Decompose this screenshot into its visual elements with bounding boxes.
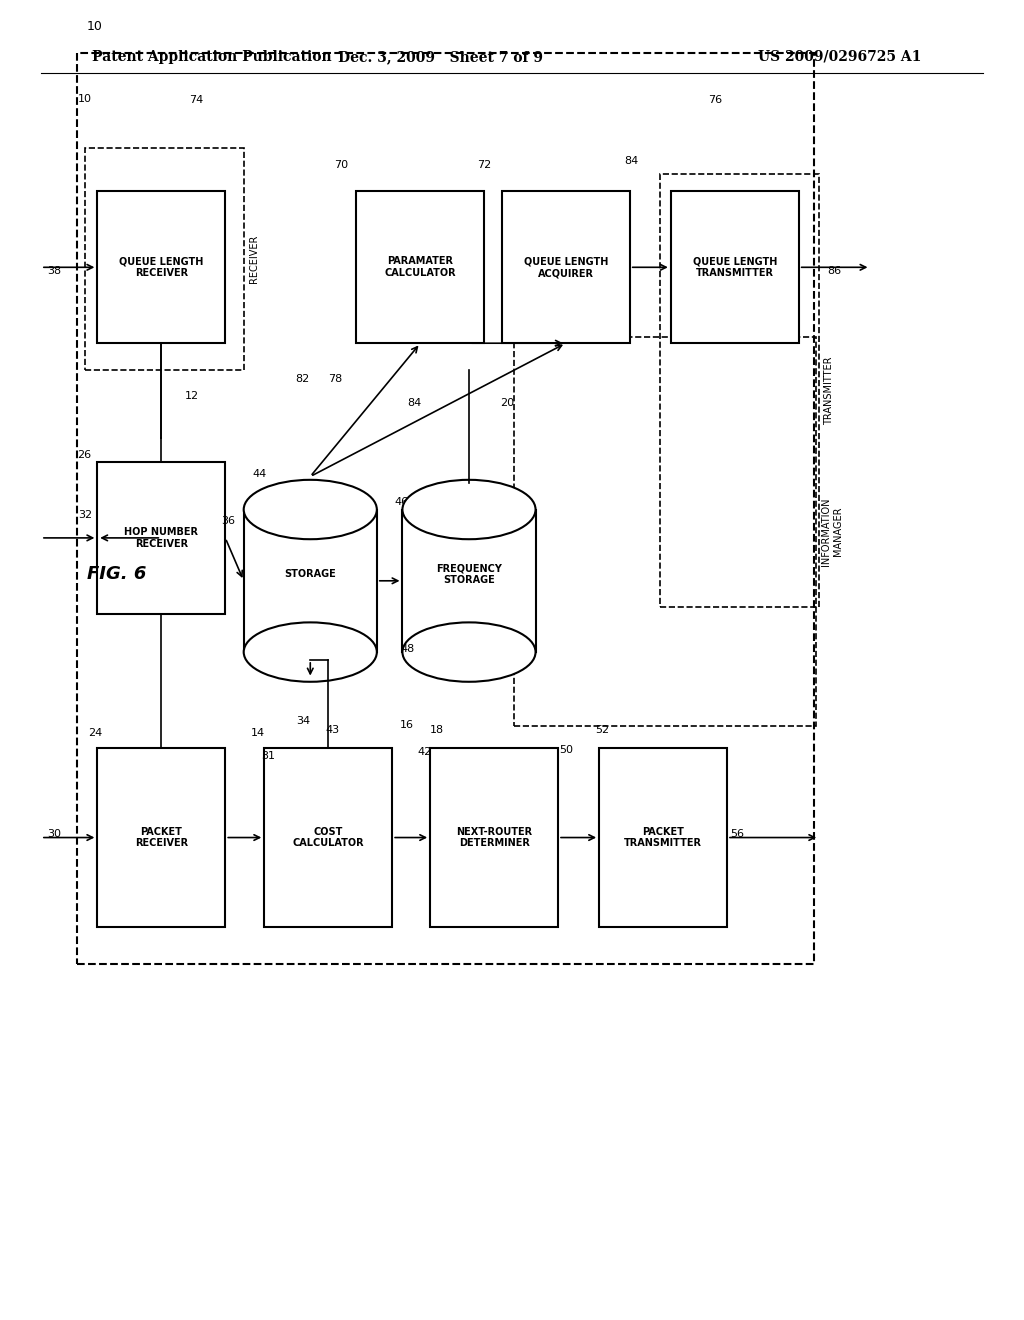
Text: 84: 84	[408, 397, 422, 408]
Text: PACKET
TRANSMITTER: PACKET TRANSMITTER	[624, 826, 702, 849]
Text: 74: 74	[189, 95, 204, 106]
Text: 18: 18	[430, 725, 444, 735]
Text: 50: 50	[559, 744, 573, 755]
FancyBboxPatch shape	[430, 748, 558, 927]
FancyBboxPatch shape	[502, 191, 630, 343]
FancyBboxPatch shape	[264, 748, 392, 927]
Text: 72: 72	[477, 160, 492, 170]
Text: 86: 86	[827, 265, 842, 276]
Ellipse shape	[244, 479, 377, 539]
Text: 48: 48	[400, 644, 415, 655]
FancyBboxPatch shape	[97, 748, 225, 927]
Ellipse shape	[402, 623, 536, 682]
Text: 24: 24	[88, 727, 102, 738]
Text: 82: 82	[295, 374, 309, 384]
Text: INFORMATION
MANAGER: INFORMATION MANAGER	[821, 498, 843, 565]
Text: STORAGE: STORAGE	[285, 569, 336, 579]
Text: HOP NUMBER
RECEIVER: HOP NUMBER RECEIVER	[124, 527, 199, 549]
Text: 70: 70	[334, 160, 348, 170]
FancyBboxPatch shape	[599, 748, 727, 927]
Text: 16: 16	[399, 719, 414, 730]
Bar	[244, 510, 377, 652]
Text: 43: 43	[326, 725, 340, 735]
Text: FREQUENCY
STORAGE: FREQUENCY STORAGE	[436, 564, 502, 585]
Text: 76: 76	[708, 95, 722, 106]
Text: 78: 78	[328, 374, 342, 384]
Text: 42: 42	[418, 747, 432, 758]
Ellipse shape	[402, 479, 536, 539]
Text: Dec. 3, 2009   Sheet 7 of 9: Dec. 3, 2009 Sheet 7 of 9	[338, 50, 543, 63]
Text: 30: 30	[47, 829, 61, 840]
Text: QUEUE LENGTH
TRANSMITTER: QUEUE LENGTH TRANSMITTER	[692, 256, 777, 279]
FancyBboxPatch shape	[97, 191, 225, 343]
Text: 44: 44	[252, 469, 266, 479]
Text: 34: 34	[296, 715, 310, 726]
Text: 36: 36	[221, 516, 236, 527]
Text: 52: 52	[595, 725, 609, 735]
Text: 12: 12	[184, 391, 199, 401]
Text: 26: 26	[77, 450, 91, 461]
Text: 20: 20	[500, 397, 514, 408]
Text: PACKET
RECEIVER: PACKET RECEIVER	[135, 826, 187, 849]
Text: 84: 84	[625, 156, 639, 166]
Bar	[402, 510, 536, 652]
Text: 56: 56	[730, 829, 744, 840]
Text: QUEUE LENGTH
RECEIVER: QUEUE LENGTH RECEIVER	[119, 256, 204, 279]
Text: FIG. 6: FIG. 6	[87, 565, 146, 583]
Text: US 2009/0296725 A1: US 2009/0296725 A1	[758, 50, 922, 63]
Text: 14: 14	[251, 727, 265, 738]
Text: 46: 46	[394, 496, 409, 507]
Text: RECEIVER: RECEIVER	[249, 235, 259, 282]
FancyBboxPatch shape	[356, 191, 484, 343]
Text: 10: 10	[78, 94, 92, 104]
FancyBboxPatch shape	[97, 462, 225, 614]
Text: Patent Application Publication: Patent Application Publication	[92, 50, 332, 63]
Text: PARAMATER
CALCULATOR: PARAMATER CALCULATOR	[385, 256, 456, 279]
Text: QUEUE LENGTH
ACQUIRER: QUEUE LENGTH ACQUIRER	[523, 256, 608, 279]
Text: COST
CALCULATOR: COST CALCULATOR	[293, 826, 364, 849]
Text: TRANSMITTER: TRANSMITTER	[824, 356, 835, 425]
Text: NEXT-ROUTER
DETERMINER: NEXT-ROUTER DETERMINER	[456, 826, 532, 849]
Text: 32: 32	[78, 510, 92, 520]
Ellipse shape	[244, 623, 377, 682]
Text: 31: 31	[261, 751, 275, 762]
Text: 38: 38	[47, 265, 61, 276]
FancyBboxPatch shape	[671, 191, 799, 343]
Text: 10: 10	[87, 20, 103, 33]
